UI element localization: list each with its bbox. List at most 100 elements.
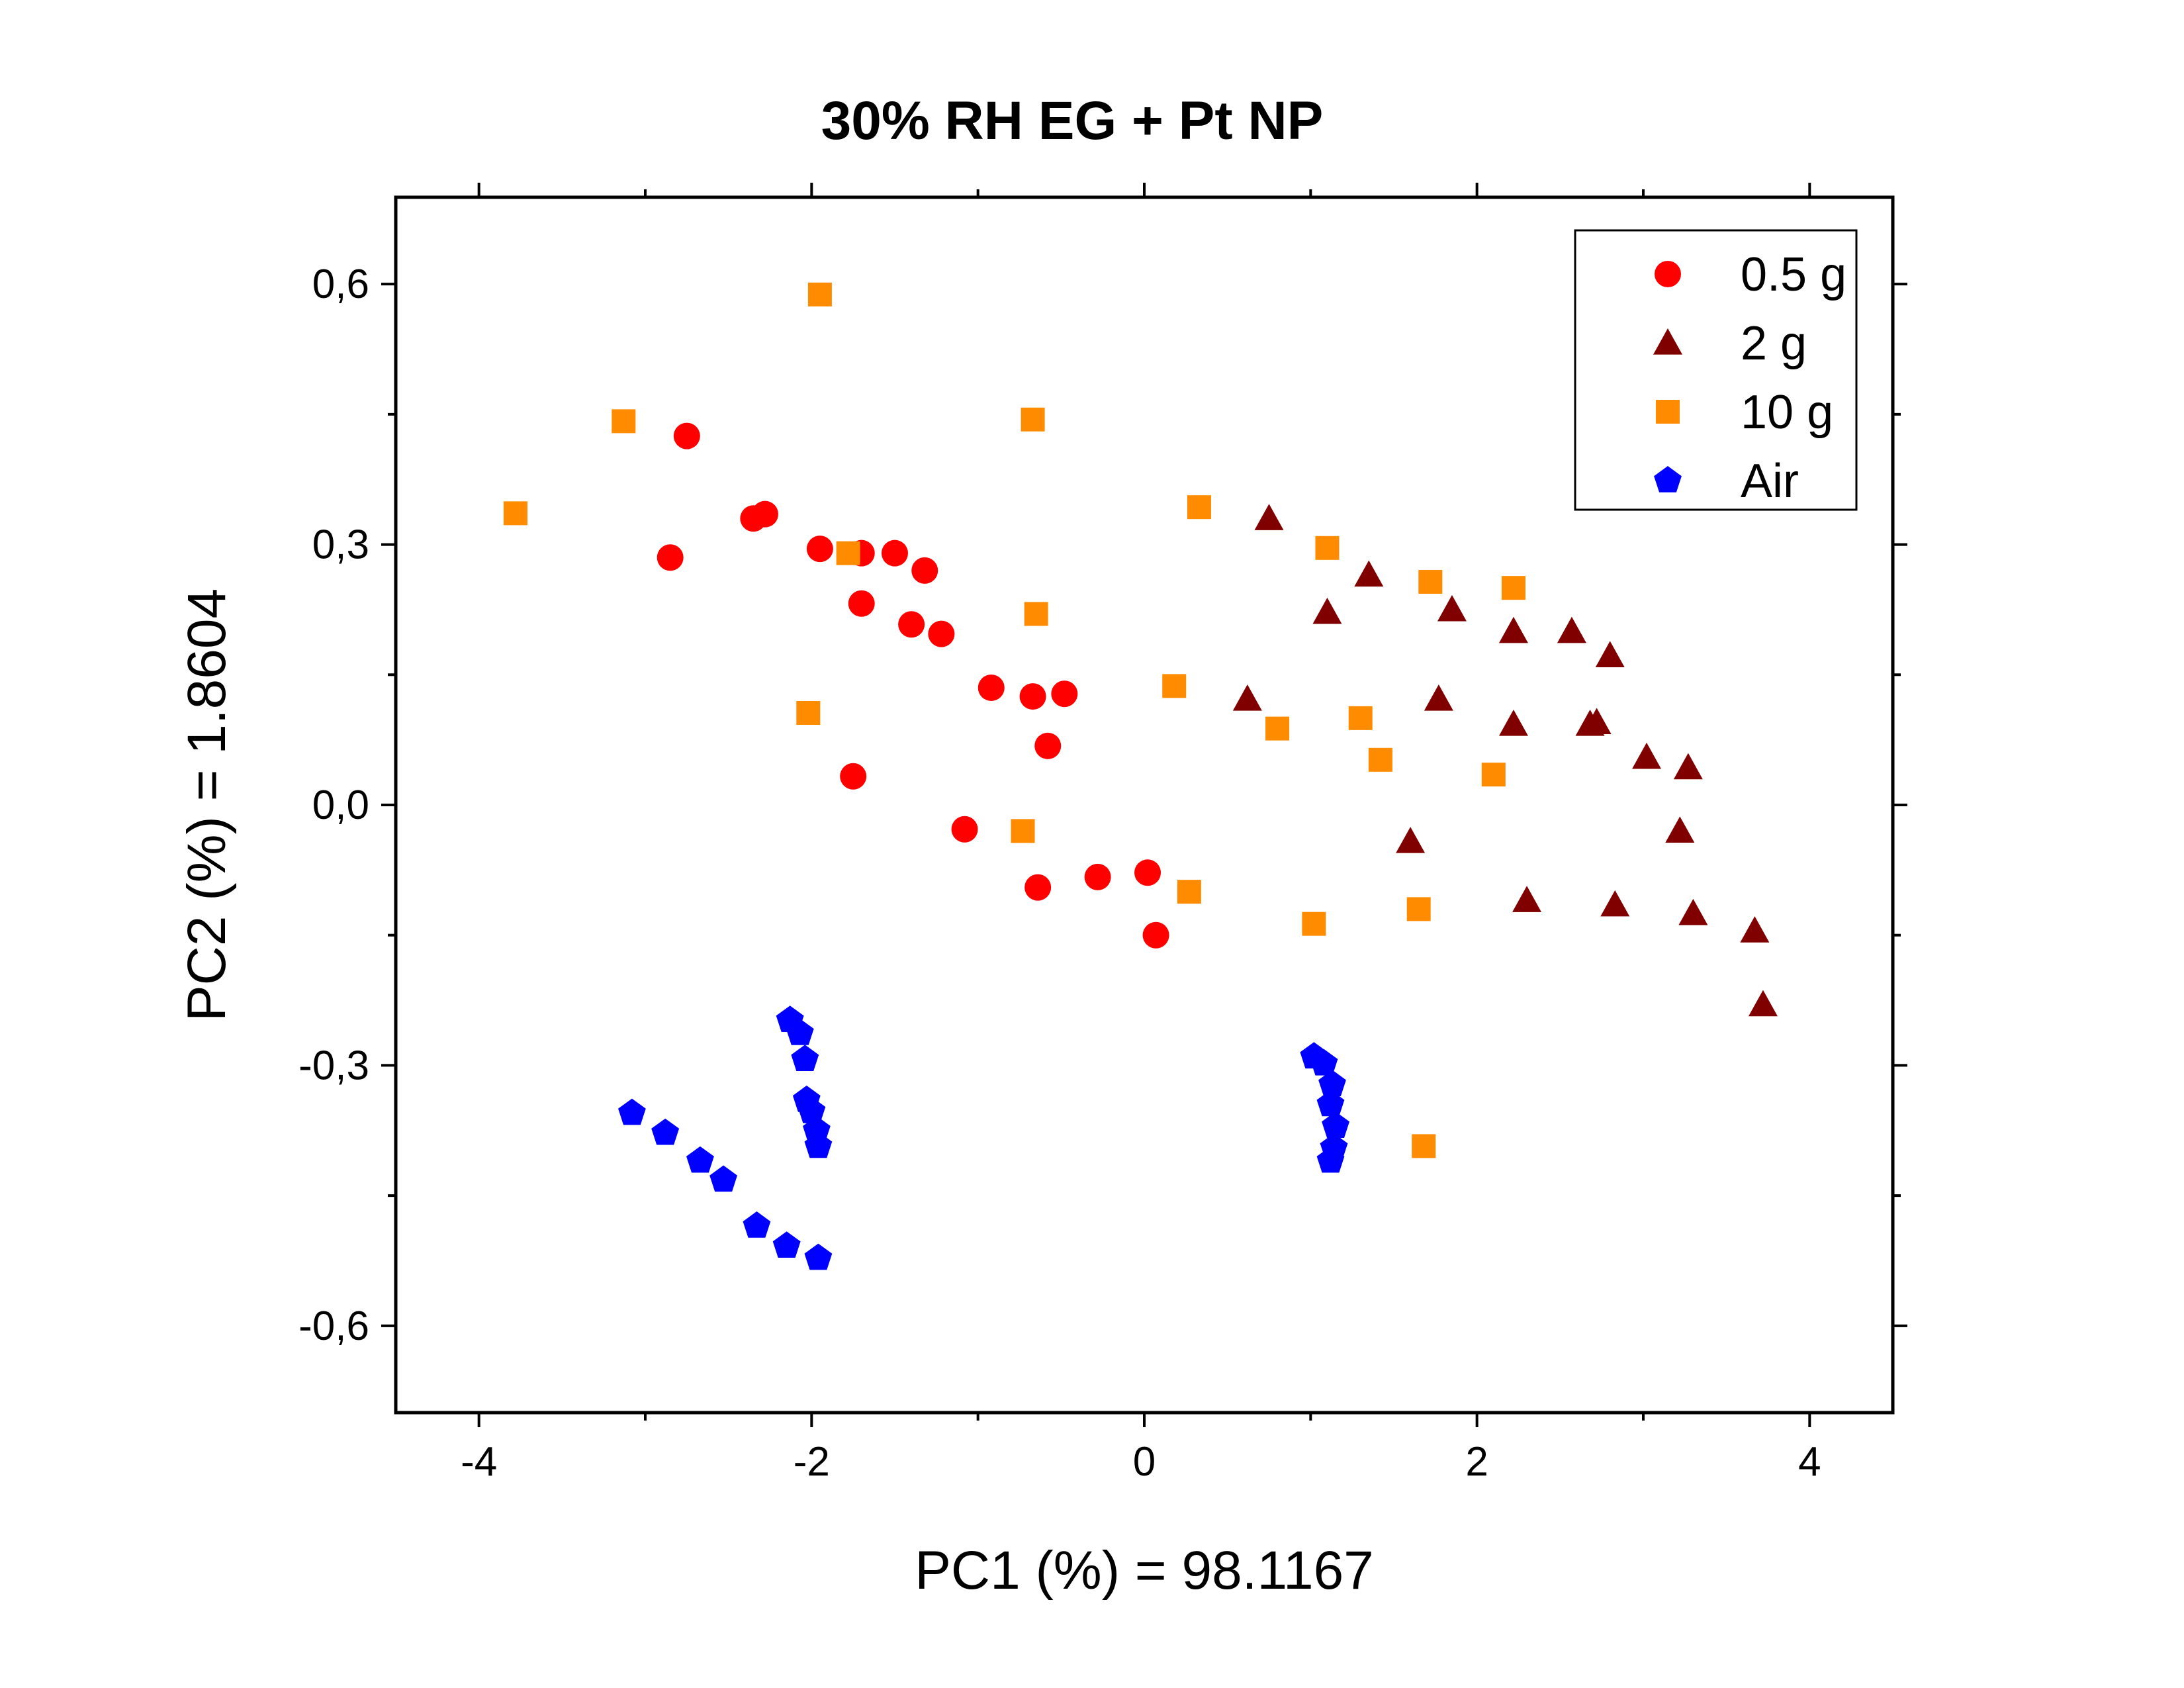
data-point-air <box>797 1096 826 1123</box>
data-point-air <box>1310 1049 1338 1076</box>
data-point-2-g <box>1396 827 1426 853</box>
data-point-0-5-g <box>673 422 700 449</box>
data-point-air <box>709 1165 737 1192</box>
data-point-2-g <box>1437 594 1467 622</box>
data-point-10-g <box>807 282 832 306</box>
data-point-10-g <box>1024 602 1048 626</box>
data-point-0-5-g <box>1134 859 1161 886</box>
legend-label-10-g: 10 g <box>1741 386 1833 439</box>
data-point-0-5-g <box>1051 680 1078 708</box>
data-point-2-g <box>1673 753 1703 780</box>
data-point-air <box>1318 1070 1346 1097</box>
data-point-2-g <box>1665 816 1695 843</box>
legend: 0.5 g 2 g 10 g Air <box>1574 229 1858 511</box>
data-point-2-g <box>1600 890 1630 917</box>
data-point-10-g <box>1011 819 1035 843</box>
data-point-10-g <box>796 700 821 725</box>
data-point-2-g <box>1678 898 1708 925</box>
y-axis-label: PC2 (%) = 1.8604 <box>177 588 237 1021</box>
data-point-10-g <box>1501 576 1525 600</box>
legend-label-2-g: 2 g <box>1741 317 1807 370</box>
legend-label-air: Air <box>1741 455 1799 508</box>
chart-title: 30% RH EG + Pt NP <box>821 91 1324 151</box>
data-point-0-5-g <box>1019 683 1046 710</box>
data-point-0-5-g <box>848 590 875 617</box>
data-point-air <box>686 1146 714 1173</box>
data-point-10-g <box>1315 536 1340 560</box>
data-point-air <box>743 1211 771 1238</box>
data-point-0-5-g <box>951 816 978 843</box>
data-point-10-g <box>1481 763 1506 787</box>
data-point-air <box>791 1045 819 1071</box>
data-point-0-5-g <box>911 557 938 584</box>
data-point-10-g <box>612 409 636 434</box>
data-point-10-g <box>1265 716 1290 741</box>
legend-box <box>1574 229 1858 511</box>
legend-marker-2-g <box>1653 328 1682 355</box>
data-point-10-g <box>1177 880 1201 904</box>
data-point-air <box>618 1098 646 1125</box>
x-tick-label: 0 <box>1133 1439 1156 1485</box>
y-tick-label: -0,3 <box>298 1043 369 1088</box>
data-point-10-g <box>1406 897 1431 921</box>
data-point-2-g <box>1582 708 1612 735</box>
data-point-10-g <box>1348 706 1373 730</box>
data-point-0-5-g <box>1142 921 1169 949</box>
data-point-air <box>772 1231 801 1258</box>
legend-marker-0-5-g <box>1655 261 1681 287</box>
x-tick-label: 2 <box>1465 1439 1488 1485</box>
data-point-0-5-g <box>657 544 684 571</box>
data-point-0-5-g <box>840 763 867 790</box>
data-point-0-5-g <box>928 620 955 647</box>
y-tick-label: 0,3 <box>312 522 369 568</box>
y-tick-label: -0,6 <box>298 1303 369 1349</box>
data-point-0-5-g <box>751 500 778 528</box>
data-point-2-g <box>1232 684 1262 711</box>
data-point-0-5-g <box>806 536 833 563</box>
data-point-air <box>1316 1090 1345 1117</box>
data-point-2-g <box>1254 504 1284 530</box>
axis-ticks: -4 -2 0 2 4 -0,6 -0,3 0,0 0,3 0,6 <box>298 183 1907 1485</box>
data-point-10-g <box>503 501 527 526</box>
x-axis-label: PC1 (%) = 98.1167 <box>915 1540 1374 1601</box>
data-point-0-5-g <box>898 611 925 638</box>
data-point-10-g <box>1368 747 1392 772</box>
data-point-air <box>1322 1111 1349 1138</box>
data-point-10-g <box>1412 1134 1436 1158</box>
legend-label-0-5-g: 0.5 g <box>1741 248 1846 301</box>
data-point-0-5-g <box>1024 874 1052 901</box>
data-point-2-g <box>1595 641 1625 668</box>
data-point-2-g <box>1557 616 1586 643</box>
data-point-2-g <box>1740 916 1770 943</box>
data-point-10-g <box>836 541 860 565</box>
data-point-air <box>804 1131 833 1158</box>
data-point-10-g <box>1021 407 1045 432</box>
x-tick-label: 4 <box>1798 1439 1821 1485</box>
data-point-2-g <box>1312 597 1342 624</box>
data-point-2-g <box>1512 886 1542 912</box>
data-point-air <box>651 1118 680 1145</box>
data-point-2-g <box>1632 742 1662 769</box>
data-point-2-g <box>1748 990 1778 1017</box>
legend-marker-10-g <box>1656 400 1680 424</box>
data-point-2-g <box>1354 560 1384 587</box>
data-point-10-g <box>1187 495 1211 520</box>
data-point-0-5-g <box>978 674 1005 701</box>
data-point-air <box>1316 1146 1345 1173</box>
data-point-0-5-g <box>1084 863 1111 890</box>
data-points <box>503 282 1778 1270</box>
data-point-2-g <box>1424 684 1453 711</box>
data-point-10-g <box>1162 674 1187 698</box>
data-point-10-g <box>1302 912 1326 936</box>
data-point-air <box>786 1018 814 1045</box>
data-point-0-5-g <box>1034 732 1062 759</box>
x-tick-label: -4 <box>461 1439 497 1485</box>
data-point-2-g <box>1498 616 1528 643</box>
y-tick-label: 0,0 <box>312 782 369 828</box>
data-point-10-g <box>1418 569 1443 594</box>
y-tick-label: 0,6 <box>312 261 369 307</box>
data-point-0-5-g <box>882 539 908 567</box>
x-tick-label: -2 <box>794 1439 830 1485</box>
data-point-2-g <box>1498 710 1528 736</box>
